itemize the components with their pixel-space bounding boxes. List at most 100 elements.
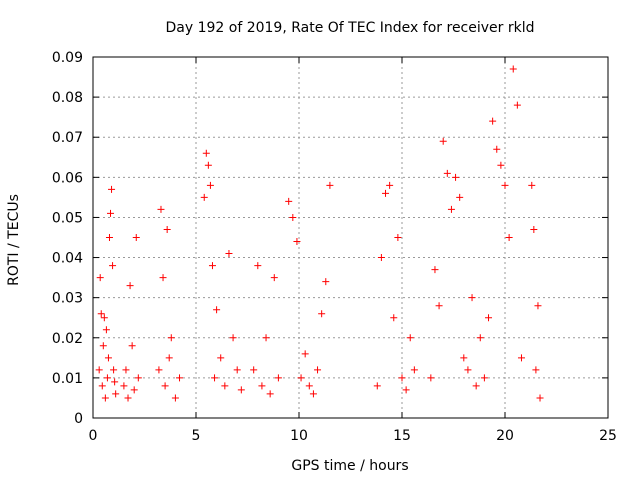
data-point xyxy=(309,390,317,398)
data-point xyxy=(163,225,171,233)
data-point xyxy=(305,382,313,390)
data-point xyxy=(485,314,493,322)
data-point xyxy=(221,382,229,390)
data-point xyxy=(517,354,525,362)
data-point xyxy=(274,374,282,382)
data-point xyxy=(501,181,509,189)
data-point xyxy=(109,262,117,270)
data-point xyxy=(110,366,118,374)
data-point xyxy=(472,382,480,390)
data-point xyxy=(435,302,443,310)
data-point xyxy=(301,350,309,358)
data-point xyxy=(480,374,488,382)
data-point xyxy=(443,169,451,177)
data-point xyxy=(171,394,179,402)
data-point xyxy=(250,366,258,374)
data-point xyxy=(161,382,169,390)
data-point xyxy=(100,314,108,322)
data-point xyxy=(206,181,214,189)
data-point xyxy=(377,254,385,262)
data-point xyxy=(476,334,484,342)
data-point xyxy=(99,342,107,350)
data-point xyxy=(157,205,165,213)
data-point xyxy=(386,181,394,189)
x-tick-label: 15 xyxy=(393,428,411,444)
y-axis-label: ROTI / TECUs xyxy=(6,194,22,286)
data-point xyxy=(237,386,245,394)
data-point xyxy=(489,117,497,125)
data-point xyxy=(266,390,274,398)
data-point xyxy=(513,101,521,109)
x-axis-label: GPS time / hours xyxy=(291,458,408,474)
data-point xyxy=(373,382,381,390)
data-point xyxy=(394,234,402,241)
data-point xyxy=(217,354,225,362)
data-point xyxy=(233,366,241,374)
data-point xyxy=(293,238,301,246)
y-tick-label: 0.06 xyxy=(52,170,83,186)
y-tick-label: 0.08 xyxy=(52,90,83,106)
y-tick-label: 0.01 xyxy=(52,371,83,387)
data-point xyxy=(530,225,538,233)
data-point xyxy=(98,382,106,390)
data-point xyxy=(107,209,115,217)
data-point xyxy=(285,197,293,205)
y-tick-label: 0.05 xyxy=(52,210,83,226)
data-point xyxy=(497,161,505,169)
data-point xyxy=(200,193,208,201)
data-point xyxy=(211,374,219,382)
data-point xyxy=(134,374,142,382)
data-point xyxy=(96,274,104,282)
x-tick-label: 0 xyxy=(89,428,98,444)
data-point xyxy=(120,382,128,390)
data-point xyxy=(289,213,297,221)
data-point xyxy=(112,390,120,398)
data-point xyxy=(322,278,330,286)
data-point xyxy=(398,374,406,382)
data-point xyxy=(126,282,134,290)
data-point xyxy=(258,382,266,390)
y-tick-label: 0.07 xyxy=(52,130,83,146)
data-point xyxy=(122,366,130,374)
data-point xyxy=(105,234,113,241)
data-point xyxy=(528,181,536,189)
data-point xyxy=(130,386,138,394)
data-point xyxy=(532,366,540,374)
plot-frame xyxy=(92,56,609,419)
data-point xyxy=(460,354,468,362)
y-tick-label: 0.02 xyxy=(52,331,83,347)
data-point xyxy=(103,374,111,382)
data-point xyxy=(104,354,112,362)
data-point xyxy=(262,334,270,342)
data-point xyxy=(452,173,460,181)
data-point xyxy=(102,326,110,334)
data-point xyxy=(202,149,210,157)
data-point xyxy=(128,342,136,350)
y-tick-label: 0 xyxy=(74,411,83,427)
data-point xyxy=(402,386,410,394)
data-point xyxy=(165,354,173,362)
data-point xyxy=(97,310,105,318)
data-point xyxy=(505,234,513,241)
data-point xyxy=(464,366,472,374)
data-point xyxy=(410,366,418,374)
data-point xyxy=(155,366,163,374)
data-point xyxy=(382,189,390,197)
data-point xyxy=(536,394,544,402)
data-point xyxy=(208,262,216,270)
chart-title: Day 192 of 2019, Rate Of TEC Index for r… xyxy=(165,20,534,36)
y-tick-label: 0.09 xyxy=(52,50,83,66)
data-point xyxy=(101,394,109,402)
data-point xyxy=(534,302,542,310)
data-point xyxy=(204,161,212,169)
data-point xyxy=(124,394,132,402)
data-point xyxy=(326,181,334,189)
data-point xyxy=(447,205,455,213)
y-tick-label: 0.03 xyxy=(52,291,83,307)
y-tick-label: 0.04 xyxy=(52,251,83,267)
data-point xyxy=(468,294,476,302)
data-point xyxy=(225,250,233,258)
data-point xyxy=(213,306,221,314)
